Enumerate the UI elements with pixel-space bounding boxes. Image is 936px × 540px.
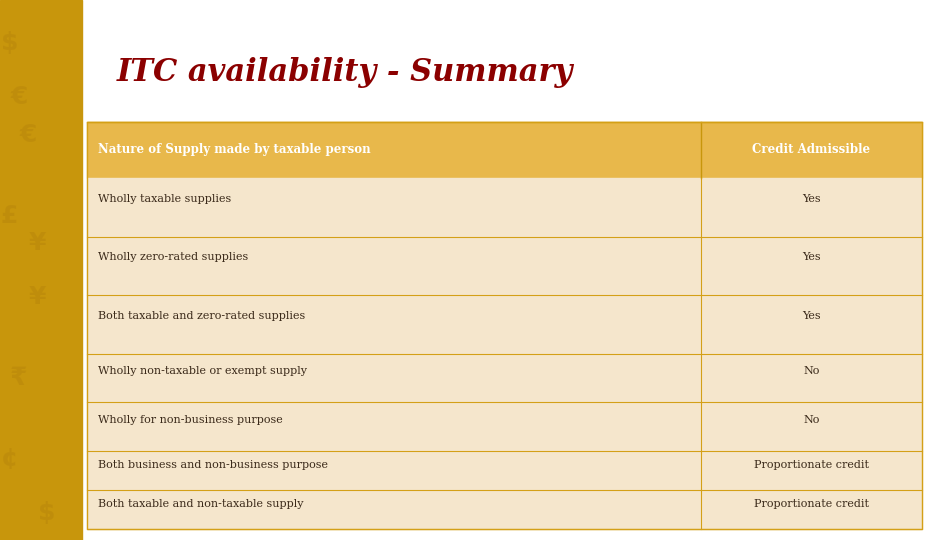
Text: No: No (803, 415, 820, 424)
Text: Credit Admissible: Credit Admissible (753, 143, 870, 157)
Text: Wholly zero-rated supplies: Wholly zero-rated supplies (98, 252, 249, 262)
Text: Both taxable and zero-rated supplies: Both taxable and zero-rated supplies (98, 310, 305, 321)
Text: €: € (10, 85, 27, 109)
Bar (87, 122, 922, 178)
Text: €: € (20, 123, 37, 147)
Text: £: £ (1, 204, 18, 228)
Bar (87, 178, 922, 237)
Text: Both taxable and non-taxable supply: Both taxable and non-taxable supply (98, 499, 304, 509)
Bar (87, 402, 922, 451)
Text: Proportionate credit: Proportionate credit (753, 499, 869, 509)
Text: ¢: ¢ (1, 447, 18, 471)
Text: No: No (803, 366, 820, 376)
Text: $: $ (1, 31, 18, 55)
Text: $: $ (38, 501, 55, 525)
Text: Wholly non-taxable or exempt supply: Wholly non-taxable or exempt supply (98, 366, 307, 376)
Bar (87, 295, 922, 354)
Text: Nature of Supply made by taxable person: Nature of Supply made by taxable person (98, 143, 371, 157)
Bar (87, 122, 922, 529)
Bar (87, 237, 922, 295)
Text: ¥: ¥ (29, 285, 46, 309)
Text: Wholly taxable supplies: Wholly taxable supplies (98, 194, 231, 204)
Bar (87, 490, 922, 529)
Bar (87, 451, 922, 490)
Text: Yes: Yes (802, 194, 821, 204)
Text: Wholly for non-business purpose: Wholly for non-business purpose (98, 415, 283, 424)
Text: Yes: Yes (802, 252, 821, 262)
Text: ITC availability - Summary: ITC availability - Summary (117, 57, 574, 87)
Bar (0, 0, 82, 540)
Text: ¥: ¥ (29, 231, 46, 255)
Text: Yes: Yes (802, 310, 821, 321)
Text: ₹: ₹ (10, 366, 27, 390)
Text: Proportionate credit: Proportionate credit (753, 460, 869, 470)
Bar (87, 354, 922, 402)
Text: Both business and non-business purpose: Both business and non-business purpose (98, 460, 329, 470)
